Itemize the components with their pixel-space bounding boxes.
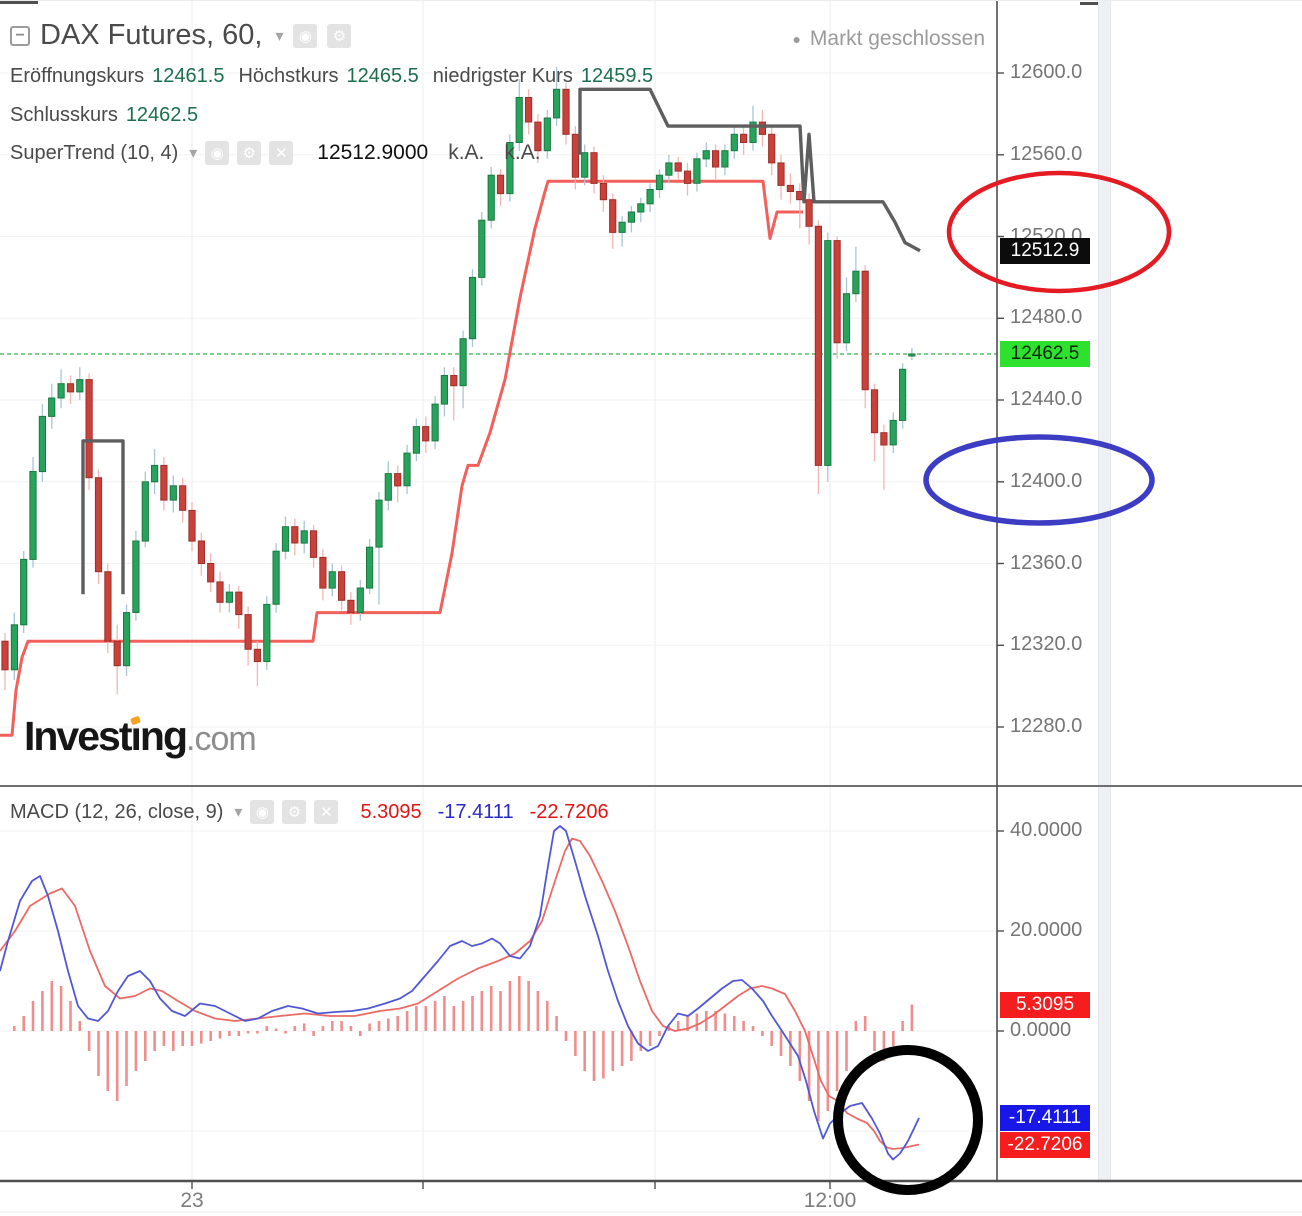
close-icon: ✕ xyxy=(274,145,288,162)
market-status: ● Markt geschlossen xyxy=(792,27,985,51)
supertrend-na-value-2: k.A. xyxy=(504,141,541,164)
symbol-header: − DAX Futures, 60, ▾ ◉ ⚙ xyxy=(10,19,352,52)
ohlc-legend-row: Eröffnungskurs 12461.5 Höchstkurs 12465.… xyxy=(10,65,653,88)
gear-button[interactable]: ⚙ xyxy=(282,800,307,824)
low-label: niedrigster Kurs xyxy=(432,65,573,87)
logo-text: Invest xyxy=(24,713,132,759)
macd-indicator-row: MACD (12, 26, close, 9) ▾ ◉ ⚙ ✕ 5.3095 -… xyxy=(10,800,609,824)
supertrend-indicator-row: SuperTrend (10, 4) ▾ ◉ ⚙ ✕ 12512.9000 k.… xyxy=(10,141,541,165)
chevron-down-icon[interactable]: ▾ xyxy=(234,804,243,821)
supertrend-label[interactable]: SuperTrend (10, 4) xyxy=(10,141,179,164)
eye-button[interactable]: ◉ xyxy=(293,23,318,48)
price-axis-scroll-strip[interactable] xyxy=(1098,1,1111,1181)
chevron-down-icon[interactable]: ▾ xyxy=(275,27,284,45)
investing-logo: Investıng .com xyxy=(24,713,257,760)
symbol-title[interactable]: DAX Futures, 60, xyxy=(40,19,263,51)
macd-signal-badge: -22.7206 xyxy=(1000,1132,1090,1158)
macd-label[interactable]: MACD (12, 26, close, 9) xyxy=(10,800,224,823)
logo-orange-dot-icon: ı xyxy=(130,713,142,759)
high-label: Höchstkurs xyxy=(238,65,339,87)
close-value: 12462.5 xyxy=(125,104,199,126)
minus-icon: − xyxy=(15,26,25,44)
eye-button[interactable]: ◉ xyxy=(250,800,275,824)
supertrend-value: 12512.9000 xyxy=(317,141,429,164)
low-value: 12459.5 xyxy=(580,65,654,87)
eye-icon: ◉ xyxy=(210,145,224,162)
macd-line-value: -17.4111 xyxy=(437,800,514,823)
remove-indicator-button[interactable]: ✕ xyxy=(269,141,294,165)
gear-icon: ⚙ xyxy=(332,27,347,45)
supertrend-na-value-1: k.A. xyxy=(448,141,485,164)
macd-signal-value: -22.7206 xyxy=(529,800,609,823)
macd-histogram-value: 5.3095 xyxy=(360,800,422,823)
macd-histogram-badge: 5.3095 xyxy=(1000,992,1090,1018)
eye-icon: ◉ xyxy=(298,27,313,45)
close-icon: ✕ xyxy=(320,804,333,821)
gear-button[interactable]: ⚙ xyxy=(327,23,352,48)
logo-text: ng xyxy=(139,713,188,759)
eye-button[interactable]: ◉ xyxy=(205,141,230,165)
frame-top-left-segment xyxy=(0,1,38,4)
supertrend-price-badge: 12512.9 xyxy=(1000,238,1090,264)
open-label: Eröffnungskurs xyxy=(10,65,145,87)
last-price-badge: 12462.5 xyxy=(1000,341,1090,367)
open-value: 12461.5 xyxy=(152,65,225,87)
frame-top-right-segment xyxy=(1080,2,1098,5)
market-status-text: Markt geschlossen xyxy=(809,27,985,50)
high-value: 12465.5 xyxy=(346,65,419,87)
gear-icon: ⚙ xyxy=(242,145,256,162)
chevron-down-icon[interactable]: ▾ xyxy=(189,145,198,162)
gear-icon: ⚙ xyxy=(287,804,302,821)
close-legend-row: Schlusskurs 12462.5 xyxy=(10,104,198,127)
close-label: Schlusskurs xyxy=(10,104,118,126)
collapse-pane-button[interactable]: − xyxy=(10,25,30,46)
remove-indicator-button[interactable]: ✕ xyxy=(314,800,339,824)
macd-line-badge: -17.4111 xyxy=(1000,1105,1090,1131)
eye-icon: ◉ xyxy=(255,804,269,821)
gear-button[interactable]: ⚙ xyxy=(237,141,262,165)
status-dot-icon: ● xyxy=(792,31,801,47)
logo-tld: .com xyxy=(186,720,257,758)
